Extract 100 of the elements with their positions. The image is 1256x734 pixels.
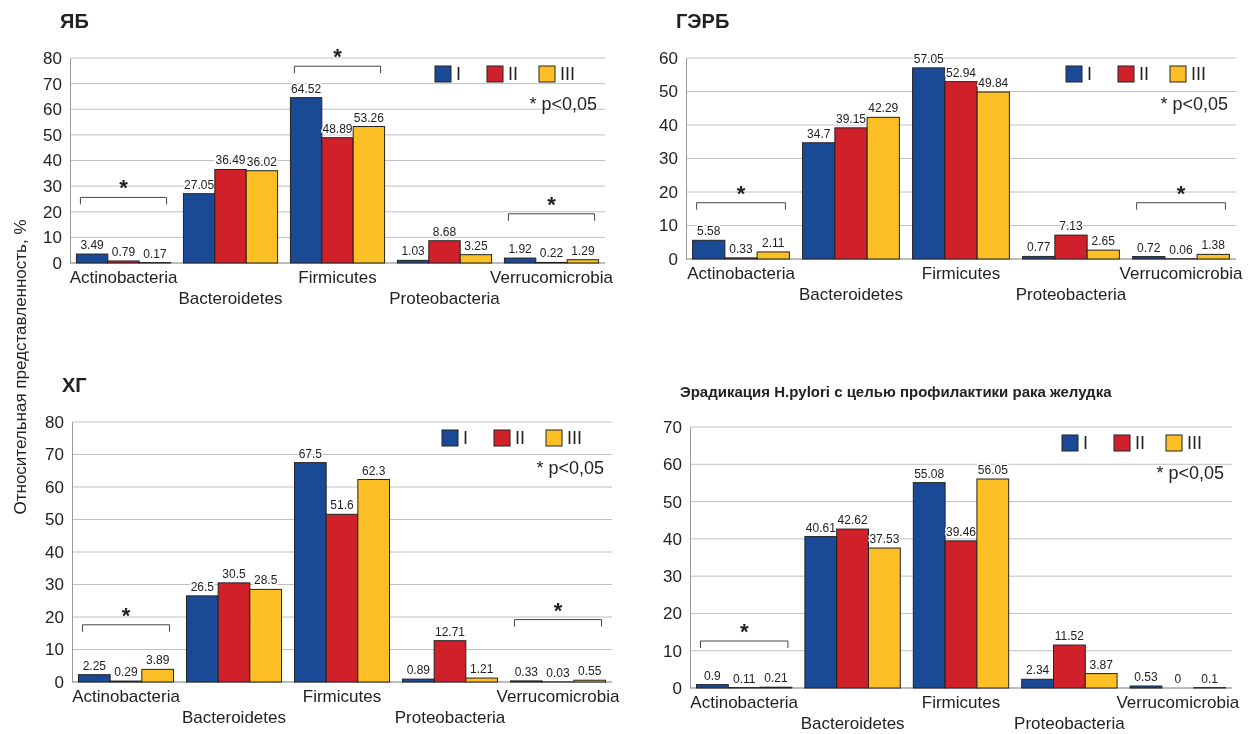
legend-label: III [1187,433,1203,453]
data-label: 2.34 [1025,663,1050,678]
chart-title: ХГ [62,374,87,396]
data-label: 0.17 [143,246,167,261]
data-label: 0 [1174,672,1182,686]
annotation: * [553,597,563,623]
data-label: 34.7 [807,126,831,141]
data-label: 0.55 [578,664,602,679]
legend-label: II [1135,433,1146,453]
data-label: 0.79 [111,244,136,259]
data-label: 1.38 [1201,238,1226,253]
y-tick-label: 40 [659,115,678,135]
x-tick-label: Actinobacteria [690,693,799,713]
data-label: 0.03 [546,665,570,680]
y-tick-label: 20 [663,604,682,624]
data-label: 48.89 [322,121,353,136]
y-tick-label: 60 [43,100,62,120]
annotation: * [547,191,557,217]
y-tick-label: 10 [45,640,64,660]
data-label: 0.9 [704,668,722,683]
x-tick-label: Bacteroidetes [182,708,286,728]
data-label: 5.58 [697,224,721,239]
data-label: 27.05 [184,177,215,192]
data-label: 0.1 [1201,671,1219,686]
data-label: 36.02 [246,154,278,169]
data-label: 2.25 [82,658,107,673]
legend-label: III [560,64,576,84]
annotation: * p<0,05 [529,94,597,114]
y-tick-label: 40 [45,542,64,562]
annotation: * [121,602,131,628]
x-tick-label: Bacteroidetes [178,289,283,309]
y-tick-label: 50 [43,125,62,145]
legend-label: I [456,64,462,84]
x-tick-label: Actinobacteria [69,268,178,288]
y-tick-label: 70 [663,417,682,437]
data-label: 3.89 [146,653,170,668]
data-label: 0.33 [514,664,539,679]
data-label: 57.05 [913,51,945,66]
y-tick-label: 20 [43,202,62,222]
data-label: 53.26 [353,110,385,125]
annotation: * [333,44,343,70]
data-label: 30.5 [222,566,246,581]
y-tick-label: 60 [663,455,682,475]
data-label: 0.22 [539,246,564,261]
y-tick-label: 40 [663,529,682,549]
data-label: 7.13 [1059,219,1083,234]
y-tick-label: 0 [54,672,64,692]
annotation: * p<0,05 [1160,94,1228,114]
x-tick-label: Bacteroidetes [800,714,905,734]
data-label: 56.05 [977,463,1009,478]
annotation: * [739,619,749,645]
y-tick-label: 10 [659,216,678,236]
data-label: 51.6 [330,498,354,513]
y-tick-label: 50 [45,510,64,530]
data-label: 26.5 [190,579,215,594]
legend-label: I [1083,433,1089,453]
legend-label: II [515,428,526,448]
annotation: * [736,180,746,206]
x-tick-label: Verrucomicrobia [490,268,614,288]
data-label: 0.21 [764,671,788,686]
legend-label: III [1191,64,1207,84]
y-tick-label: 70 [43,74,62,94]
data-label: 2.11 [762,235,785,250]
data-label: 2.65 [1091,234,1116,249]
annotation: * [119,175,129,201]
y-tick-label: 70 [45,445,64,465]
x-tick-label: Verrucomicrobia [1116,693,1240,713]
y-tick-label: 80 [43,48,62,68]
data-label: 28.5 [254,573,278,588]
y-tick-label: 60 [659,48,678,68]
legend-label: I [1087,64,1093,84]
data-label: 52.94 [945,65,977,80]
x-tick-label: Proteobacteria [1014,714,1126,734]
y-tick-label: 50 [659,82,678,102]
x-tick-label: Firmicutes [302,687,382,707]
y-axis-title: Относительная представленность, % [11,219,30,515]
x-tick-label: Proteobacteria [1015,285,1127,305]
y-tick-label: 30 [663,567,682,587]
data-label: 1.03 [401,244,426,259]
x-tick-label: Actinobacteria [72,687,181,707]
data-label: 0.29 [114,665,138,680]
data-label: 39.46 [945,524,977,539]
chart-title: ГЭРБ [676,10,730,32]
annotation: * p<0,05 [536,458,604,478]
y-tick-label: 80 [45,412,64,432]
data-label: 0.89 [406,663,431,678]
x-tick-label: Bacteroidetes [799,285,903,305]
y-tick-label: 10 [43,228,62,248]
x-tick-label: Firmicutes [921,264,1001,284]
data-label: 3.49 [80,238,105,253]
data-label: 1.21 [470,662,494,677]
data-label: 36.49 [215,153,246,168]
data-label: 3.87 [1089,657,1114,672]
data-label: 42.62 [837,513,868,528]
data-label: 12.71 [434,624,466,639]
data-label: 0.72 [1137,240,1161,255]
data-label: 0.11 [732,671,756,686]
chart-title: ЯБ [60,10,89,32]
data-label: 1.92 [508,242,533,257]
x-tick-label: Actinobacteria [687,264,796,284]
